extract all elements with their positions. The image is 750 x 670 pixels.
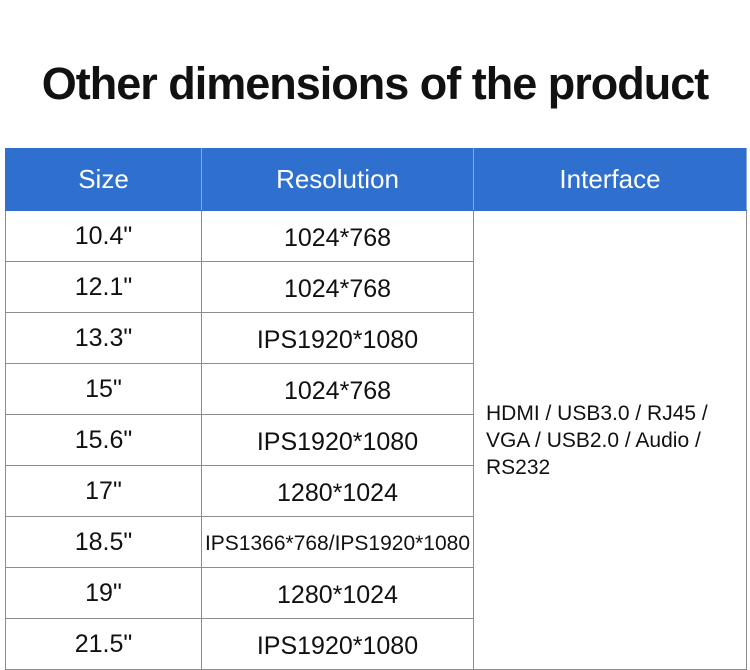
column-header: Size <box>5 148 202 211</box>
size-cell: 19" <box>5 567 202 619</box>
size-cell: 10.4" <box>5 210 202 262</box>
table-row: 15" 1024*768 <box>5 363 747 415</box>
resolution-cell: 1280*1024 <box>201 465 474 517</box>
table-row: 12.1" 1024*768 <box>5 261 747 313</box>
header-row: Size Resolution Interface <box>5 148 747 211</box>
resolution-cell: 1024*768 <box>201 363 474 415</box>
resolution-cell: 1024*768 <box>201 261 474 313</box>
table-row: 21.5" IPS1920*1080 <box>5 618 747 670</box>
table-row: 18.5" IPS1366*768/IPS1920*1080 <box>5 516 747 568</box>
size-cell: 21.5" <box>5 618 202 670</box>
resolution-cell: 1024*768 <box>201 210 474 262</box>
resolution-cell: IPS1920*1080 <box>201 312 474 364</box>
size-cell: 13.3" <box>5 312 202 364</box>
resolution-cell: 1280*1024 <box>201 567 474 619</box>
column-header: Interface <box>473 148 747 211</box>
title: Other dimensions of the product <box>41 58 710 109</box>
size-cell: 15.6" <box>5 414 202 466</box>
size-cell: 18.5" <box>5 516 202 568</box>
size-cell: 12.1" <box>5 261 202 313</box>
table-row: 10.4" 1024*768 HDMI / USB3.0 / RJ45 / VGA … <box>5 210 747 670</box>
table-row: 17" 1280*1024 <box>5 465 747 517</box>
spec-table: Size Resolution Interface 10.4" 1024*768 HDM… <box>5 148 747 670</box>
resolution-cell: IPS1366*768/IPS1920*1080 <box>201 516 474 568</box>
resolution-cell: IPS1920*1080 <box>201 414 474 466</box>
size-cell: 17" <box>5 465 202 517</box>
column-header: Resolution <box>201 148 474 211</box>
size-cell: 15" <box>5 363 202 415</box>
table-body: 10.4" 1024*768 HDMI / USB3.0 / RJ45 / VGA … <box>5 210 747 670</box>
interface-cell: HDMI / USB3.0 / RJ45 / VGA / USB2.0 / Au… <box>473 210 747 670</box>
